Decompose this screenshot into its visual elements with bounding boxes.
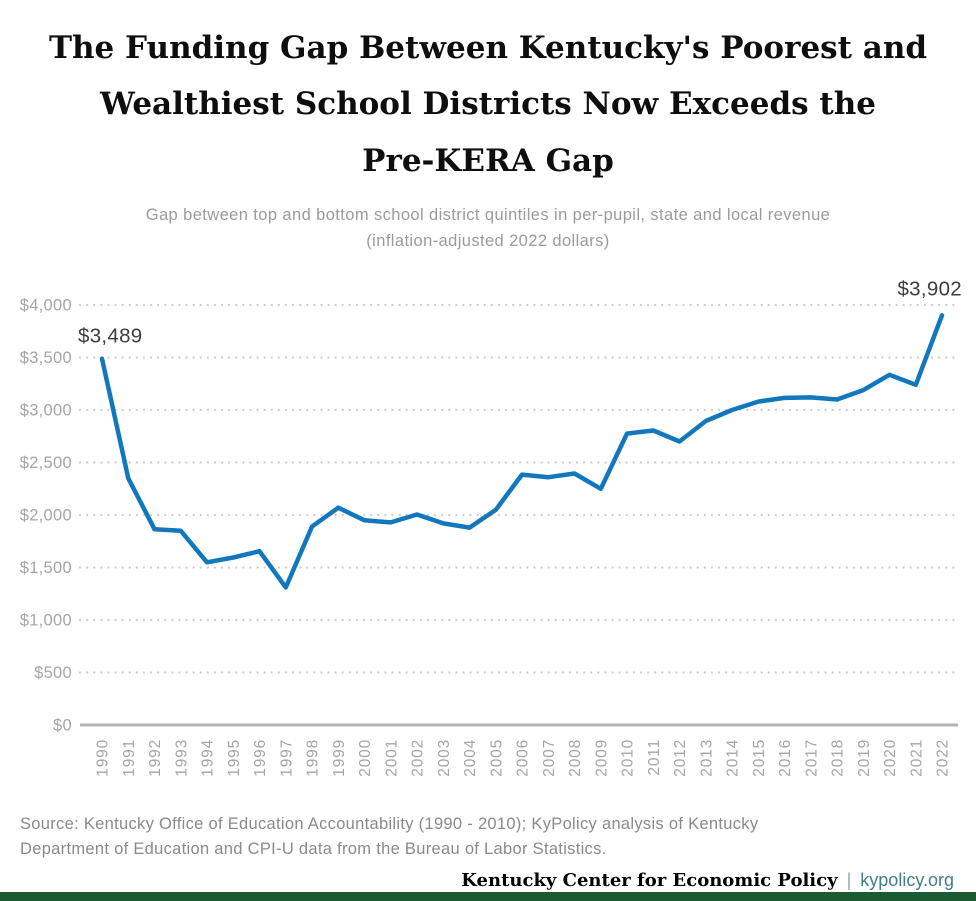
org-name: Kentucky Center for Economic Policy — [461, 869, 838, 891]
bottom-accent-bar — [0, 892, 976, 901]
line-chart: $0 $500 $1,000 $1,500 $2,000 $2,500 $3,000 $3,5… — [0, 260, 976, 810]
x-tick-label: 2022 — [935, 739, 952, 777]
funding-gap-line-chart: $0 $500 $1,000 $1,500 $2,000 $2,500 $3,000 $3,5… — [20, 278, 962, 777]
x-tick-label: 2000 — [357, 739, 374, 777]
y-tick-label: $2,000 — [20, 507, 72, 525]
chart-subtitle: Gap between top and bottom school distri… — [145, 206, 831, 250]
footer-separator: | — [846, 869, 852, 890]
x-tick-label: 2010 — [620, 739, 637, 777]
x-tick-label: 1997 — [278, 739, 295, 777]
org-website-link[interactable]: kypolicy.org — [860, 869, 954, 890]
footer: Kentucky Center for Economic Policy | ky… — [0, 870, 976, 891]
source-note: Source: Kentucky Office of Education Acc… — [20, 815, 759, 859]
data-line — [99, 313, 945, 590]
y-tick-label: $500 — [34, 664, 72, 682]
x-tick-label: 2013 — [698, 739, 715, 777]
y-tick-label: $2,500 — [20, 454, 72, 472]
x-tick-label: 2011 — [646, 739, 663, 776]
x-tick-label: 2015 — [751, 739, 768, 777]
data-point-label: $3,902 — [897, 278, 962, 301]
x-tick-label: 2002 — [410, 739, 427, 777]
x-tick-label: 1994 — [200, 739, 217, 777]
x-tick-label: 2021 — [908, 739, 925, 777]
x-tick-label: 2005 — [488, 739, 505, 777]
x-tick-label: 1991 — [121, 739, 138, 777]
x-tick-label: 1992 — [147, 739, 164, 777]
y-tick-label: $1,500 — [20, 559, 72, 577]
x-tick-label: 2006 — [515, 739, 532, 777]
x-tick-label: 2019 — [856, 739, 873, 777]
x-tick-label: 1993 — [173, 739, 190, 777]
x-tick-label: 1990 — [95, 739, 112, 777]
x-tick-label: 2004 — [462, 739, 479, 777]
x-tick-label: 2003 — [436, 739, 453, 777]
x-tick-label: 2012 — [672, 739, 689, 777]
x-tick-label: 1999 — [331, 739, 348, 777]
y-tick-label: $1,000 — [20, 612, 72, 630]
x-tick-label: 2014 — [725, 739, 742, 777]
x-tick-label: 2009 — [593, 739, 610, 777]
data-point-label: $3,489 — [78, 325, 143, 348]
y-tick-label: $3,500 — [20, 349, 72, 367]
x-tick-label: 1995 — [226, 739, 243, 777]
chart-title: The Funding Gap Between Kentucky's Poore… — [48, 30, 928, 179]
x-tick-label: 1996 — [252, 739, 269, 777]
x-tick-label: 2020 — [882, 739, 899, 777]
y-tick-label: $3,000 — [20, 402, 72, 420]
x-tick-label: 2007 — [541, 739, 558, 777]
x-tick-label: 2008 — [567, 739, 584, 777]
x-tick-label: 2001 — [383, 739, 400, 777]
x-tick-label: 2016 — [777, 739, 794, 777]
x-tick-label: 2017 — [803, 739, 820, 777]
y-tick-label: $4,000 — [20, 297, 72, 315]
y-tick-label: $0 — [53, 717, 72, 735]
x-tick-label: 2018 — [830, 739, 847, 777]
x-tick-label: 1998 — [305, 739, 322, 777]
